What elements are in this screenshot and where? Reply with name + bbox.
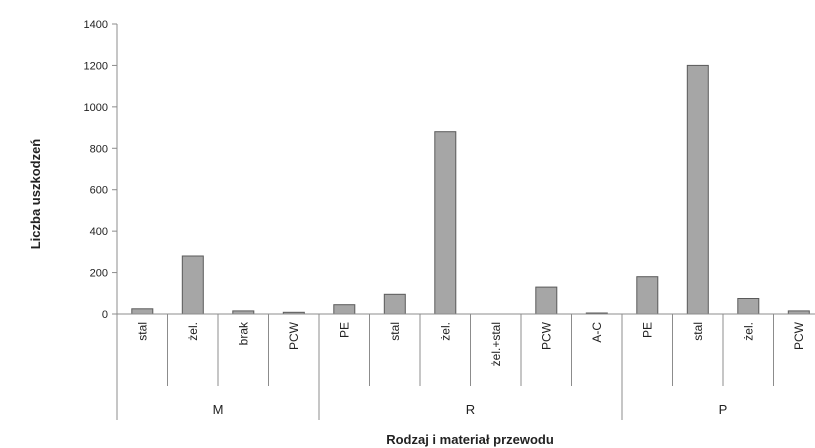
bar: [535, 286, 558, 315]
y-axis: 0 200 400 600 800 1000 1200 1400: [84, 19, 118, 321]
x-category-label: stal: [691, 322, 705, 341]
x-category-label: żel.: [438, 322, 452, 341]
x-group-label: P: [719, 402, 728, 417]
bar: [636, 276, 659, 315]
x-category-label: żel.: [186, 322, 200, 341]
y-tick-label: 600: [90, 185, 108, 197]
x-axis-title: Rodzaj i materiał przewodu: [386, 432, 554, 447]
x-category-label: żel.+stal: [489, 322, 503, 366]
y-tick-label: 1400: [84, 19, 108, 31]
bar: [181, 255, 204, 315]
y-axis-title: Liczba uszkodzeń: [28, 139, 43, 250]
x-category-label: stal: [388, 322, 402, 341]
x-category-label: A-C: [590, 322, 604, 343]
x-category-label: PCW: [792, 321, 806, 350]
y-tick-label: 1000: [84, 102, 108, 114]
x-category-label: stal: [135, 322, 149, 341]
x-category-label: PCW: [539, 321, 553, 350]
bar: [333, 304, 356, 315]
y-tick-label: 200: [90, 268, 108, 280]
y-tick-label: 1200: [84, 60, 108, 72]
x-group-label: R: [466, 402, 475, 417]
x-category-label: PE: [640, 322, 654, 338]
x-category-label: brak: [236, 321, 250, 345]
bars: [131, 64, 810, 315]
y-tick-label: 400: [90, 226, 108, 238]
x-category-label: PCW: [287, 321, 301, 350]
x-category-label: PE: [337, 322, 351, 338]
y-tick-label: 800: [90, 143, 108, 155]
bar: [737, 298, 760, 315]
y-tick-label: 0: [102, 309, 108, 321]
bar: [686, 64, 709, 315]
x-axis: stal żel. brak PCW M PE stal żel. żel.+stal PCW A-…: [116, 313, 815, 420]
bar: [383, 293, 406, 315]
x-category-label: żel.: [741, 322, 755, 341]
x-group-label: M: [213, 402, 224, 417]
bar: [434, 131, 457, 315]
bar: [131, 308, 154, 315]
